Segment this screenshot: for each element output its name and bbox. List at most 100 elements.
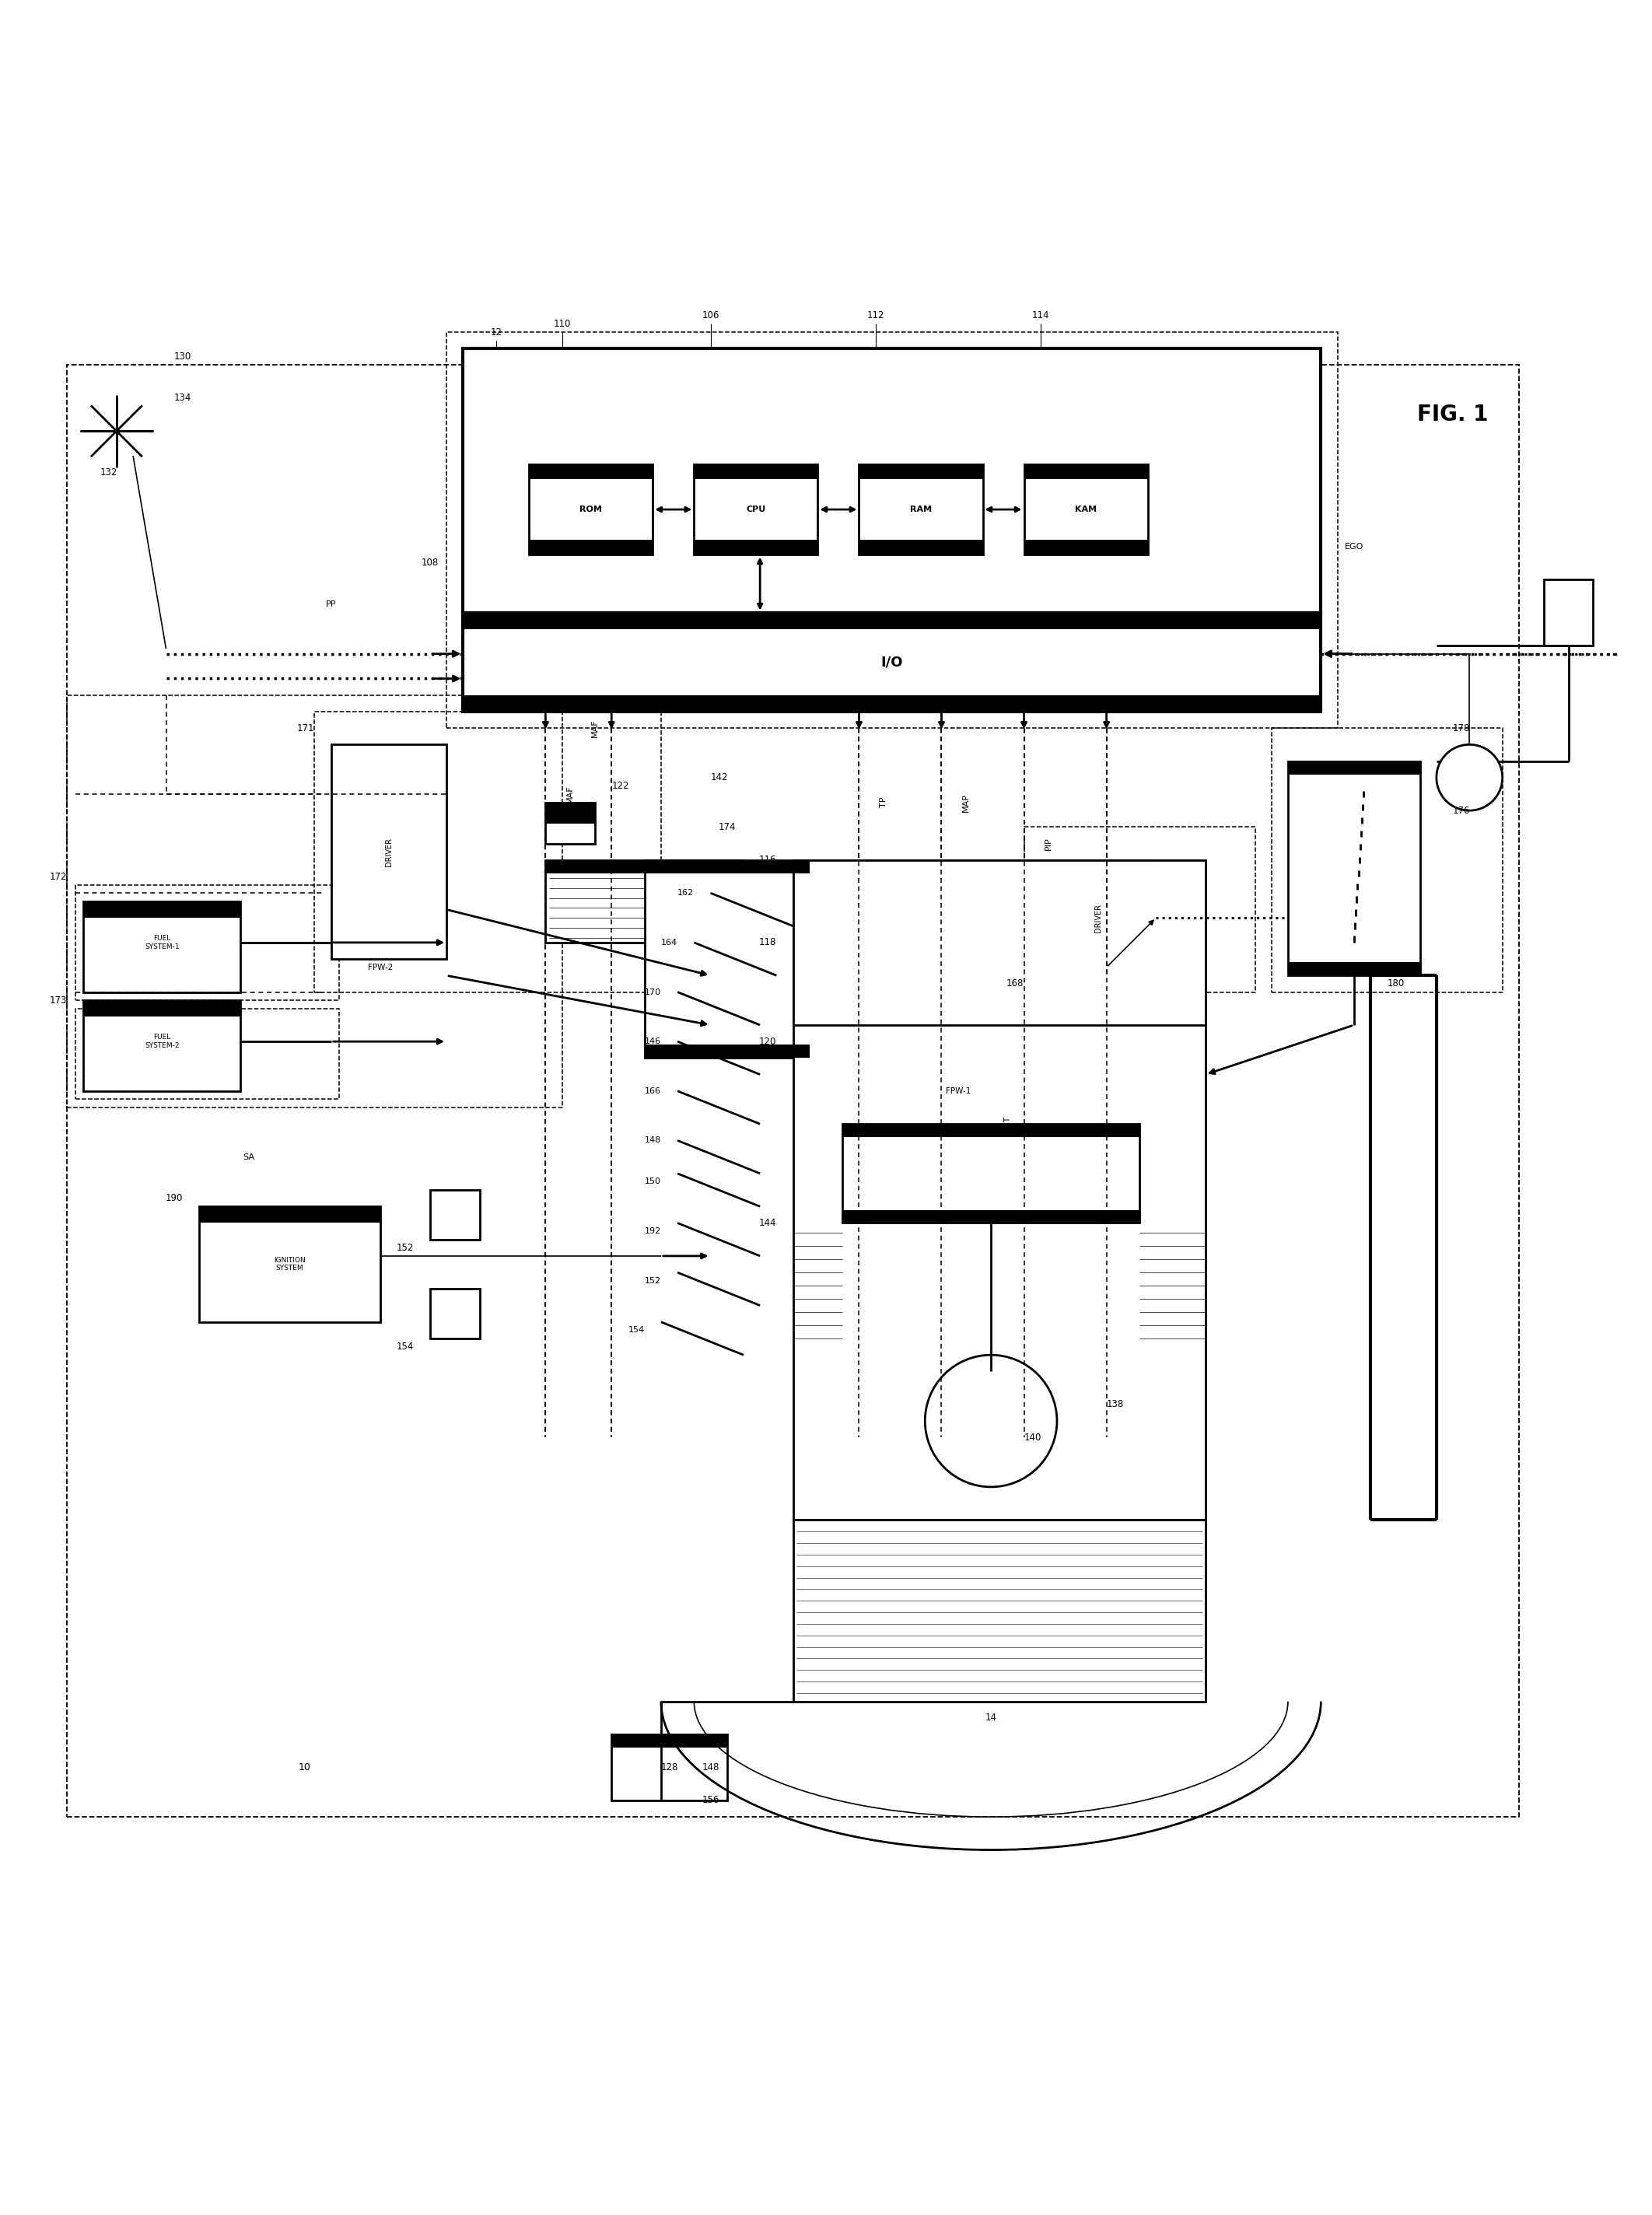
- Bar: [1272, 729, 1502, 992]
- Bar: [1041, 859, 1156, 975]
- Text: 162: 162: [677, 888, 694, 897]
- Text: 166: 166: [644, 1088, 661, 1094]
- Text: FPW-1: FPW-1: [945, 1088, 971, 1094]
- Text: I/O: I/O: [881, 656, 904, 669]
- Text: KAM: KAM: [1075, 505, 1097, 514]
- Bar: [545, 802, 595, 824]
- Circle shape: [1437, 744, 1502, 811]
- Text: RAM: RAM: [910, 505, 932, 514]
- Bar: [430, 1189, 479, 1240]
- Text: 140: 140: [1024, 1433, 1041, 1442]
- Text: 164: 164: [661, 939, 677, 946]
- Text: 171: 171: [297, 722, 314, 733]
- Text: 120: 120: [760, 1037, 776, 1045]
- Bar: [694, 465, 818, 554]
- Text: 138: 138: [1107, 1400, 1123, 1409]
- Bar: [1289, 762, 1421, 775]
- Bar: [545, 802, 595, 844]
- Bar: [1024, 465, 1148, 478]
- Bar: [446, 332, 1338, 729]
- Bar: [463, 348, 1322, 614]
- Text: 106: 106: [702, 310, 719, 321]
- Bar: [793, 859, 1206, 1519]
- Bar: [694, 540, 818, 554]
- Text: 132: 132: [101, 467, 117, 478]
- Text: 154: 154: [628, 1327, 644, 1333]
- Bar: [84, 902, 240, 992]
- Text: 144: 144: [758, 1218, 776, 1227]
- Text: 148: 148: [702, 1763, 719, 1772]
- Text: 128: 128: [661, 1763, 677, 1772]
- Bar: [843, 1209, 1140, 1223]
- Bar: [1024, 540, 1148, 554]
- Bar: [644, 859, 809, 873]
- Bar: [644, 1045, 809, 1059]
- Bar: [1289, 762, 1421, 975]
- Text: ECT: ECT: [1004, 1116, 1011, 1132]
- Bar: [1289, 961, 1421, 975]
- Text: SA: SA: [243, 1154, 254, 1161]
- Bar: [430, 1289, 479, 1338]
- Bar: [644, 859, 809, 1059]
- Text: FIG. 1: FIG. 1: [1417, 403, 1488, 425]
- Text: 152: 152: [396, 1243, 413, 1254]
- Text: 118: 118: [760, 937, 776, 948]
- Text: 10: 10: [297, 1763, 311, 1772]
- Text: PIP: PIP: [1044, 837, 1052, 851]
- Text: 192: 192: [644, 1227, 661, 1236]
- Text: FPW-2: FPW-2: [368, 964, 393, 970]
- Text: 176: 176: [1454, 806, 1470, 815]
- Text: FUEL
SYSTEM-2: FUEL SYSTEM-2: [145, 1034, 180, 1050]
- Text: MAF: MAF: [591, 720, 600, 738]
- Bar: [463, 614, 1322, 711]
- Text: 172: 172: [50, 870, 68, 882]
- Bar: [529, 540, 653, 554]
- Text: 148: 148: [644, 1136, 661, 1145]
- Text: 190: 190: [165, 1194, 183, 1203]
- Bar: [843, 1123, 1140, 1136]
- Bar: [314, 711, 661, 992]
- Text: 114: 114: [1032, 310, 1049, 321]
- Bar: [198, 1207, 380, 1322]
- Bar: [545, 859, 743, 873]
- Text: 108: 108: [421, 558, 438, 567]
- Text: IGNITION
SYSTEM: IGNITION SYSTEM: [274, 1256, 306, 1271]
- Text: MAP: MAP: [963, 793, 970, 811]
- Bar: [859, 540, 983, 554]
- Text: 14: 14: [985, 1712, 996, 1723]
- Bar: [529, 465, 653, 554]
- Bar: [859, 465, 983, 478]
- Bar: [68, 696, 562, 1108]
- Text: 122: 122: [611, 780, 629, 791]
- Text: CPU: CPU: [747, 505, 765, 514]
- Text: 178: 178: [1454, 722, 1470, 733]
- Bar: [611, 1734, 727, 1748]
- Bar: [84, 902, 240, 917]
- Text: 150: 150: [644, 1178, 661, 1185]
- Bar: [1543, 580, 1593, 645]
- Text: 142: 142: [710, 773, 729, 782]
- Text: 152: 152: [644, 1276, 661, 1285]
- Text: ROM: ROM: [580, 505, 601, 514]
- Text: 173: 173: [50, 995, 68, 1006]
- Text: 134: 134: [175, 392, 192, 403]
- Bar: [84, 1001, 240, 1092]
- Bar: [76, 1008, 339, 1099]
- Bar: [793, 1519, 1206, 1701]
- Bar: [463, 696, 1322, 711]
- Text: 154: 154: [396, 1342, 413, 1351]
- Bar: [843, 1123, 1140, 1223]
- Bar: [1024, 826, 1256, 992]
- Text: EGO: EGO: [1345, 543, 1363, 552]
- Bar: [84, 1001, 240, 1017]
- Text: DRIVER: DRIVER: [385, 837, 393, 866]
- Bar: [76, 884, 339, 1001]
- Text: 12: 12: [491, 328, 502, 337]
- Text: 146: 146: [644, 1037, 661, 1045]
- Bar: [68, 365, 1518, 1816]
- Text: 130: 130: [175, 352, 192, 361]
- Text: 110: 110: [553, 319, 570, 328]
- Bar: [793, 859, 1206, 1026]
- Bar: [529, 465, 653, 478]
- Text: 112: 112: [867, 310, 884, 321]
